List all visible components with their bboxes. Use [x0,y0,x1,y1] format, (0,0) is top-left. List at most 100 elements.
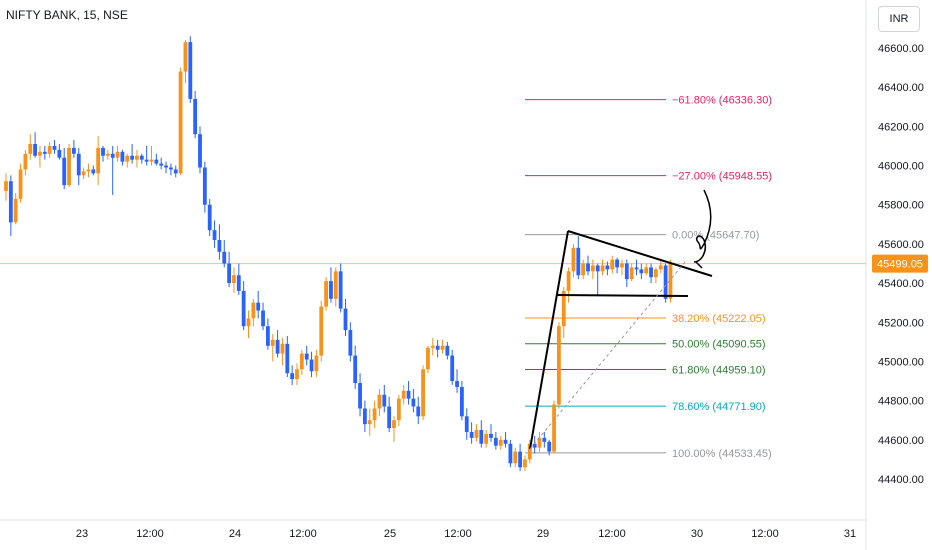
candle-body [523,459,527,468]
candle-body [13,198,18,223]
candle-body [629,267,634,280]
y-tick-label: 46600.00 [878,43,924,55]
candle-body [183,42,188,72]
candle-body [33,143,37,156]
y-tick-label: 45000.00 [878,356,924,368]
candle-body [251,302,256,319]
candle-body [57,149,62,158]
candle-body [101,147,105,156]
candle-body [460,386,464,417]
candle-body [464,416,469,432]
y-tick-label: 46400.00 [878,82,924,94]
x-tick-label: 12:00 [136,528,164,540]
candle-body [329,281,333,299]
x-tick-label: 30 [691,528,703,540]
candle-body [624,263,629,280]
time-axis: 23 12:00 24 12:00 25 12:00 29 12:00 30 12:00 31 [76,528,856,540]
fib-level-label: 0.00% (45647.70) [672,230,759,242]
candle-body [615,259,619,268]
candle-body [474,430,479,438]
candle-body [96,147,101,174]
candle-body [198,134,202,168]
candle-body [72,147,76,154]
annotation-curve [693,189,712,263]
x-tick-label: 12:00 [751,528,779,540]
lower-trendline [555,294,689,297]
candle-body [450,355,455,382]
candle-body [663,265,668,299]
price-badge-text: 45499.05 [877,259,923,271]
candle-body [644,267,649,274]
y-tick-label: 44600.00 [878,435,924,447]
fib-level-label: 78.60% (44771.90) [672,401,766,413]
candle-body [498,439,503,446]
candle-body [610,259,615,270]
candle-body [455,381,459,387]
candle-body [620,263,624,268]
candle-body [387,406,392,429]
candle-body [227,263,231,284]
candle-body [435,345,440,350]
fib-level-label: 38.20% (45222.05) [672,313,766,325]
candle-body [324,281,328,307]
candle-body [445,345,450,356]
candle-body [28,143,33,154]
candle-body [23,153,28,170]
candle-body [115,151,120,158]
fib-level-label: 61.80% (44959.10) [672,364,766,376]
candle-body [173,169,178,174]
currency-button[interactable]: INR [878,6,920,32]
candle-body [363,408,367,425]
candle-body [266,326,270,346]
candle-body [372,408,377,421]
candle-body [358,383,362,409]
candle-body [202,167,207,205]
x-tick-label: 25 [384,528,396,540]
impulse-line [529,230,569,450]
candle-body [62,157,67,186]
candle-body [67,147,71,186]
candle-body [135,155,139,160]
candle-body [47,145,52,154]
candle-body [396,398,401,421]
candle-body [280,343,285,354]
candle-body [561,290,566,327]
fib-level-label: −61.80% (46336.30) [672,95,772,107]
candle-body [668,263,673,299]
candle-body [333,271,338,299]
candle-body [285,343,290,374]
y-tick-label: 46000.00 [878,161,924,173]
candle-body [605,265,610,270]
candle-body [649,267,653,278]
y-tick-label: 44400.00 [878,474,924,486]
candle-body [600,265,605,272]
candle-body [159,163,164,166]
candle-body [518,451,522,468]
candle-body [590,265,595,272]
candle-body [586,263,590,272]
candle-body [513,451,518,464]
candle-body [295,369,299,380]
y-tick-label: 45400.00 [878,278,924,290]
trend-drawings [529,189,713,450]
candle-body [392,420,396,429]
candle-body [232,275,236,284]
candle-body [241,290,246,327]
y-tick-label: 45600.00 [878,239,924,251]
y-tick-label: 45200.00 [878,317,924,329]
candle-body [212,230,217,240]
candle-body [275,339,280,354]
candle-body [348,330,353,356]
candle-body [658,265,663,270]
x-tick-label: 12:00 [598,528,626,540]
candle-body [576,247,581,276]
annotation-tail [695,261,703,269]
candle-body [217,239,222,252]
candle-body [130,155,134,160]
candle-body [207,204,212,231]
candle-body [552,404,556,452]
candle-body [639,269,644,274]
candle-body [86,169,91,172]
candle-body [188,42,193,99]
